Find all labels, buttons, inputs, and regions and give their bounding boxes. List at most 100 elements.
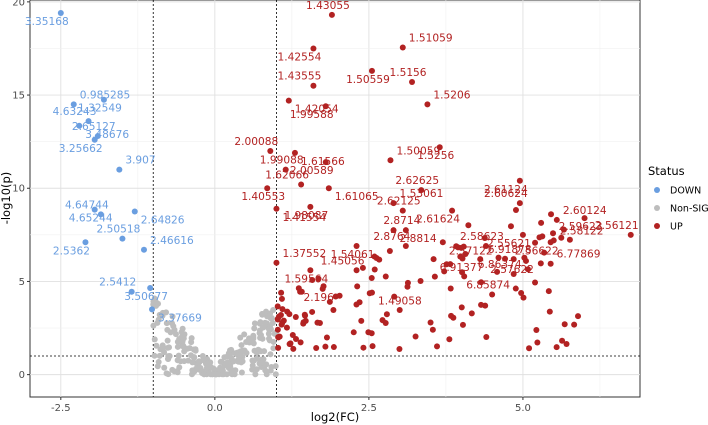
point-label: 1.99588 — [290, 109, 334, 121]
cutoff-lines — [30, 0, 640, 397]
point-up — [553, 344, 560, 351]
point-up — [322, 159, 329, 166]
point-up — [489, 291, 496, 298]
point-up — [307, 267, 314, 274]
point-label: 2.58122 — [560, 225, 604, 237]
point-label: 2.64826 — [141, 215, 185, 227]
point-nonsig — [267, 367, 274, 374]
point-up — [571, 321, 578, 328]
point-up — [368, 330, 375, 337]
point-nonsig — [259, 311, 266, 318]
point-down — [131, 208, 138, 215]
point-up — [516, 177, 523, 184]
point-up — [465, 222, 472, 229]
point-label: 1.51059 — [409, 33, 453, 45]
point-nonsig — [226, 347, 233, 354]
point-up — [368, 275, 375, 282]
point-nonsig — [272, 371, 279, 378]
point-nonsig — [153, 342, 160, 349]
point-nonsig — [270, 306, 277, 313]
point-nonsig — [159, 342, 166, 349]
point-label: 2.56121 — [595, 220, 639, 232]
point-up — [482, 302, 489, 309]
point-up — [273, 259, 280, 266]
point-up — [541, 249, 548, 256]
point-up — [468, 310, 475, 317]
point-up — [279, 306, 286, 313]
point-label: 2.65127 — [72, 121, 116, 133]
point-nonsig — [176, 364, 183, 371]
point-down — [91, 206, 98, 213]
point-label: 2.5412 — [99, 277, 136, 289]
point-up — [462, 250, 469, 257]
point-label: 4.63243 — [53, 106, 97, 118]
point-up — [495, 254, 502, 261]
point-up — [330, 344, 337, 351]
point-label: 1.40553 — [241, 191, 285, 203]
point-up — [539, 233, 546, 240]
point-up — [566, 236, 573, 243]
point-up — [277, 312, 284, 319]
point-up — [300, 319, 307, 326]
point-label: 2.00088 — [234, 136, 278, 148]
y-axis-title: -log10(p) — [0, 172, 13, 225]
point-nonsig — [268, 314, 275, 321]
point-label: 1.45056 — [321, 255, 365, 267]
point-up — [325, 185, 332, 192]
point-nonsig — [186, 345, 193, 352]
point-up — [315, 275, 322, 282]
point-nonsig — [189, 359, 196, 366]
point-label: 1.5156 — [389, 67, 426, 79]
point-nonsig — [267, 351, 274, 358]
legend-label-down: DOWN — [670, 186, 701, 197]
point-label: 1.53061 — [400, 188, 444, 200]
point-nonsig — [175, 352, 182, 359]
point-up — [383, 311, 390, 318]
point-label: 3.50677 — [124, 291, 168, 303]
point-up — [382, 320, 389, 327]
point-up — [278, 295, 285, 302]
point-up — [313, 345, 320, 352]
y-axis-ticks: 0 5 10 15 20 — [12, 0, 30, 381]
point-up — [483, 333, 490, 340]
point-up — [371, 266, 378, 273]
point-up — [418, 187, 425, 194]
point-nonsig — [256, 360, 263, 367]
point-label: 2.8814 — [400, 233, 437, 245]
point-up — [524, 266, 531, 273]
point-nonsig — [252, 371, 259, 378]
point-nonsig — [192, 346, 199, 353]
point-down — [76, 122, 83, 129]
point-up — [298, 181, 305, 188]
x-tick-label: -2.5 — [51, 403, 71, 414]
point-up — [297, 339, 304, 346]
y-tick-label: 10 — [12, 184, 25, 195]
point-up — [376, 256, 383, 263]
point-label: 1.61065 — [335, 191, 379, 203]
point-up — [417, 278, 424, 285]
point-up — [482, 243, 489, 250]
point-up — [396, 345, 403, 352]
point-label: 1.37552 — [282, 248, 326, 260]
point-up — [436, 144, 443, 151]
point-label: 1.50059 — [396, 145, 440, 157]
point-label: 1.98087 — [284, 210, 328, 222]
point-up — [546, 308, 553, 315]
point-label: 2.8714 — [383, 215, 420, 227]
point-label: 2.00589 — [290, 165, 334, 177]
y-tick-label: 20 — [12, 0, 25, 8]
point-up — [264, 185, 271, 192]
point-nonsig — [207, 371, 214, 378]
point-up — [446, 336, 453, 343]
point-nonsig — [172, 331, 179, 338]
point-up — [553, 216, 560, 223]
point-down — [140, 246, 147, 253]
point-up — [532, 279, 539, 286]
point-up — [399, 44, 406, 51]
point-nonsig — [174, 357, 181, 364]
y-tick-label: 0 — [19, 370, 25, 381]
point-nonsig — [262, 319, 269, 326]
point-nonsig — [174, 338, 181, 345]
point-nonsig — [251, 325, 258, 332]
